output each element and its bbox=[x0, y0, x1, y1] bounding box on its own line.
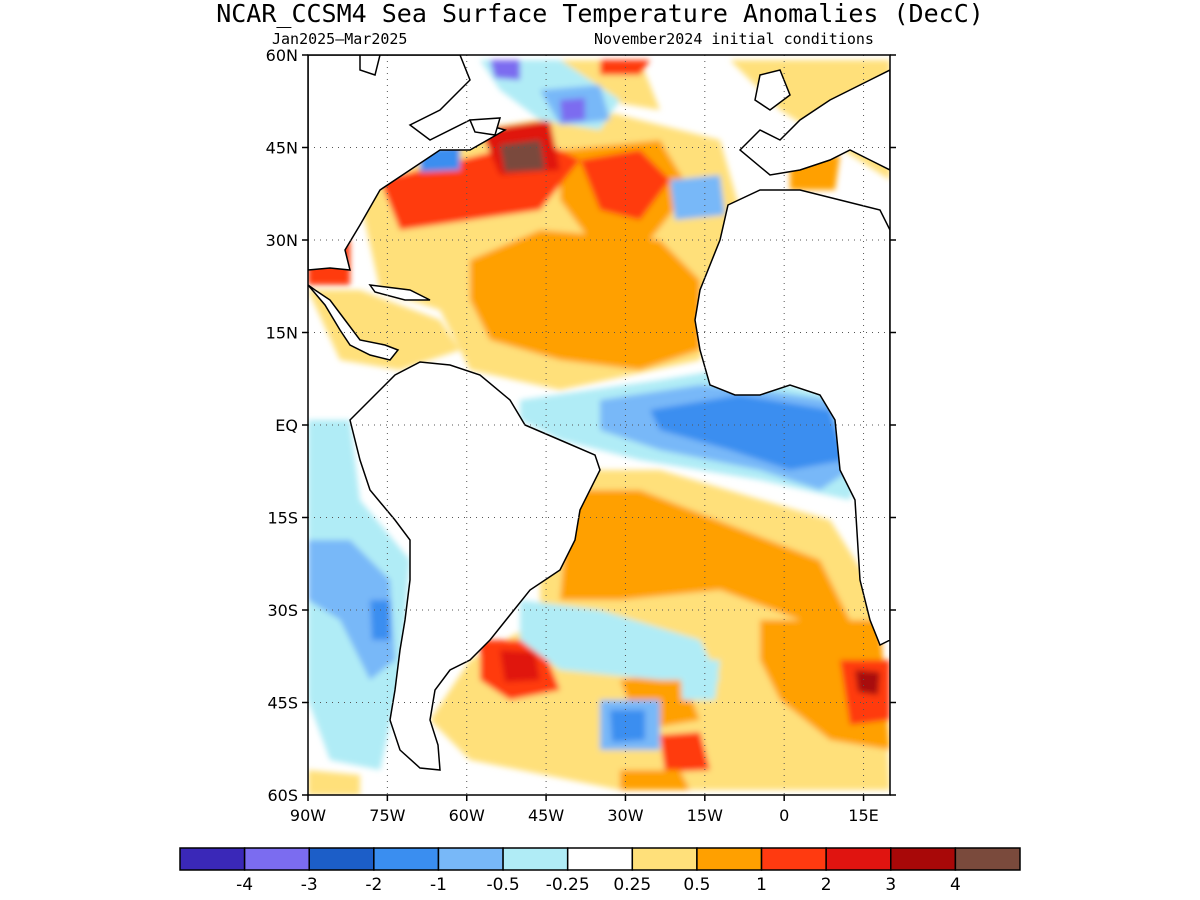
anomaly-region bbox=[620, 770, 690, 790]
forecast-period: Jan2025–Mar2025 bbox=[272, 30, 408, 48]
europe-landmass bbox=[738, 69, 890, 176]
anomaly-region bbox=[650, 395, 845, 470]
anomaly-region bbox=[500, 140, 545, 172]
anomaly-region bbox=[610, 710, 645, 742]
colorbar-label: -0.5 bbox=[486, 875, 519, 895]
lon-tick-label: 90W bbox=[290, 806, 326, 825]
lat-tick-label: 15S bbox=[267, 509, 298, 528]
anomaly-region bbox=[470, 230, 700, 370]
anomaly-region bbox=[580, 150, 670, 220]
lon-tick-label: 45W bbox=[528, 806, 564, 825]
colorbar-label: 4 bbox=[950, 875, 961, 895]
map-title: NCAR_CCSM4 Sea Surface Temperature Anoma… bbox=[216, 0, 984, 28]
lon-tick-label: 15E bbox=[848, 806, 878, 825]
colorbar-label: -4 bbox=[236, 875, 253, 895]
lat-tick-label: 45S bbox=[267, 694, 298, 713]
colorbar-label: 0.25 bbox=[613, 875, 651, 895]
lon-tick-label: 0 bbox=[779, 806, 789, 825]
british-isles-landmass bbox=[754, 69, 791, 111]
cuba-island bbox=[368, 284, 431, 301]
anomaly-region bbox=[500, 650, 540, 682]
continents bbox=[308, 55, 890, 771]
lat-tick-label: 60N bbox=[266, 46, 298, 65]
anomaly-region bbox=[308, 770, 360, 795]
colorbar-swatch bbox=[373, 847, 440, 871]
lat-tick-label: 60S bbox=[267, 786, 298, 805]
colorbar-swatch bbox=[631, 847, 698, 871]
colorbar-label: 2 bbox=[821, 875, 832, 895]
colorbar-swatch bbox=[696, 847, 763, 871]
colorbar-swatch bbox=[502, 847, 569, 871]
colorbar-label: -1 bbox=[430, 875, 447, 895]
colorbar-swatch bbox=[179, 847, 246, 871]
colorbar-swatch bbox=[890, 847, 957, 871]
colorbar-label: 0.5 bbox=[683, 875, 710, 895]
colorbar-label: -3 bbox=[301, 875, 318, 895]
lon-tick-label: 15W bbox=[687, 806, 723, 825]
colorbar-swatch bbox=[760, 847, 827, 871]
colorbar-swatch bbox=[566, 847, 634, 871]
anomaly-region bbox=[308, 540, 395, 680]
colorbar-label: 1 bbox=[756, 875, 767, 895]
africa-landmass bbox=[694, 189, 890, 647]
north-america-landmass bbox=[308, 55, 507, 271]
newfoundland-island bbox=[468, 117, 502, 136]
colorbar-swatch bbox=[825, 847, 892, 871]
lat-tick-label: 30N bbox=[266, 231, 298, 250]
anomaly-region bbox=[660, 732, 710, 772]
colorbar-swatch bbox=[308, 847, 375, 871]
anomaly-region bbox=[560, 490, 850, 620]
initial-conditions: November2024 initial conditions bbox=[594, 30, 874, 48]
longitude-axis: 90W 75W 60W 45W 30W 15W 0 15E bbox=[290, 795, 879, 825]
lat-tick-label: EQ bbox=[275, 416, 298, 435]
greenland-landmass bbox=[359, 55, 381, 76]
lon-tick-label: 30W bbox=[607, 806, 643, 825]
anomaly-region bbox=[520, 600, 720, 680]
central-america-landmass bbox=[308, 284, 400, 361]
anomaly-region bbox=[560, 98, 585, 122]
anomaly-region bbox=[680, 660, 720, 700]
latitude-axis: 60N 45N 30N 15N EQ 15S 30S 45S 60S bbox=[266, 46, 896, 805]
anomaly-field bbox=[308, 55, 890, 795]
anomaly-region bbox=[490, 60, 520, 80]
colorbar: -4 -3 -2 -1 -0.5 -0.25 0.25 0.5 1 2 3 4 bbox=[179, 847, 1021, 895]
map-grid bbox=[308, 55, 890, 795]
anomaly-region bbox=[670, 175, 725, 220]
lat-tick-label: 30S bbox=[267, 601, 298, 620]
colorbar-label: -0.25 bbox=[546, 875, 590, 895]
colorbar-swatch bbox=[954, 847, 1021, 871]
lat-tick-label: 45N bbox=[266, 139, 298, 158]
anomaly-region bbox=[308, 290, 460, 370]
colorbar-label: -2 bbox=[365, 875, 382, 895]
colorbar-swatch bbox=[437, 847, 504, 871]
colorbar-label: 3 bbox=[885, 875, 896, 895]
lat-tick-label: 15N bbox=[266, 324, 298, 343]
lon-tick-label: 75W bbox=[369, 806, 405, 825]
lon-tick-label: 60W bbox=[449, 806, 485, 825]
anomaly-region bbox=[855, 670, 880, 695]
south-america-landmass bbox=[349, 361, 601, 771]
colorbar-swatch bbox=[243, 847, 310, 871]
